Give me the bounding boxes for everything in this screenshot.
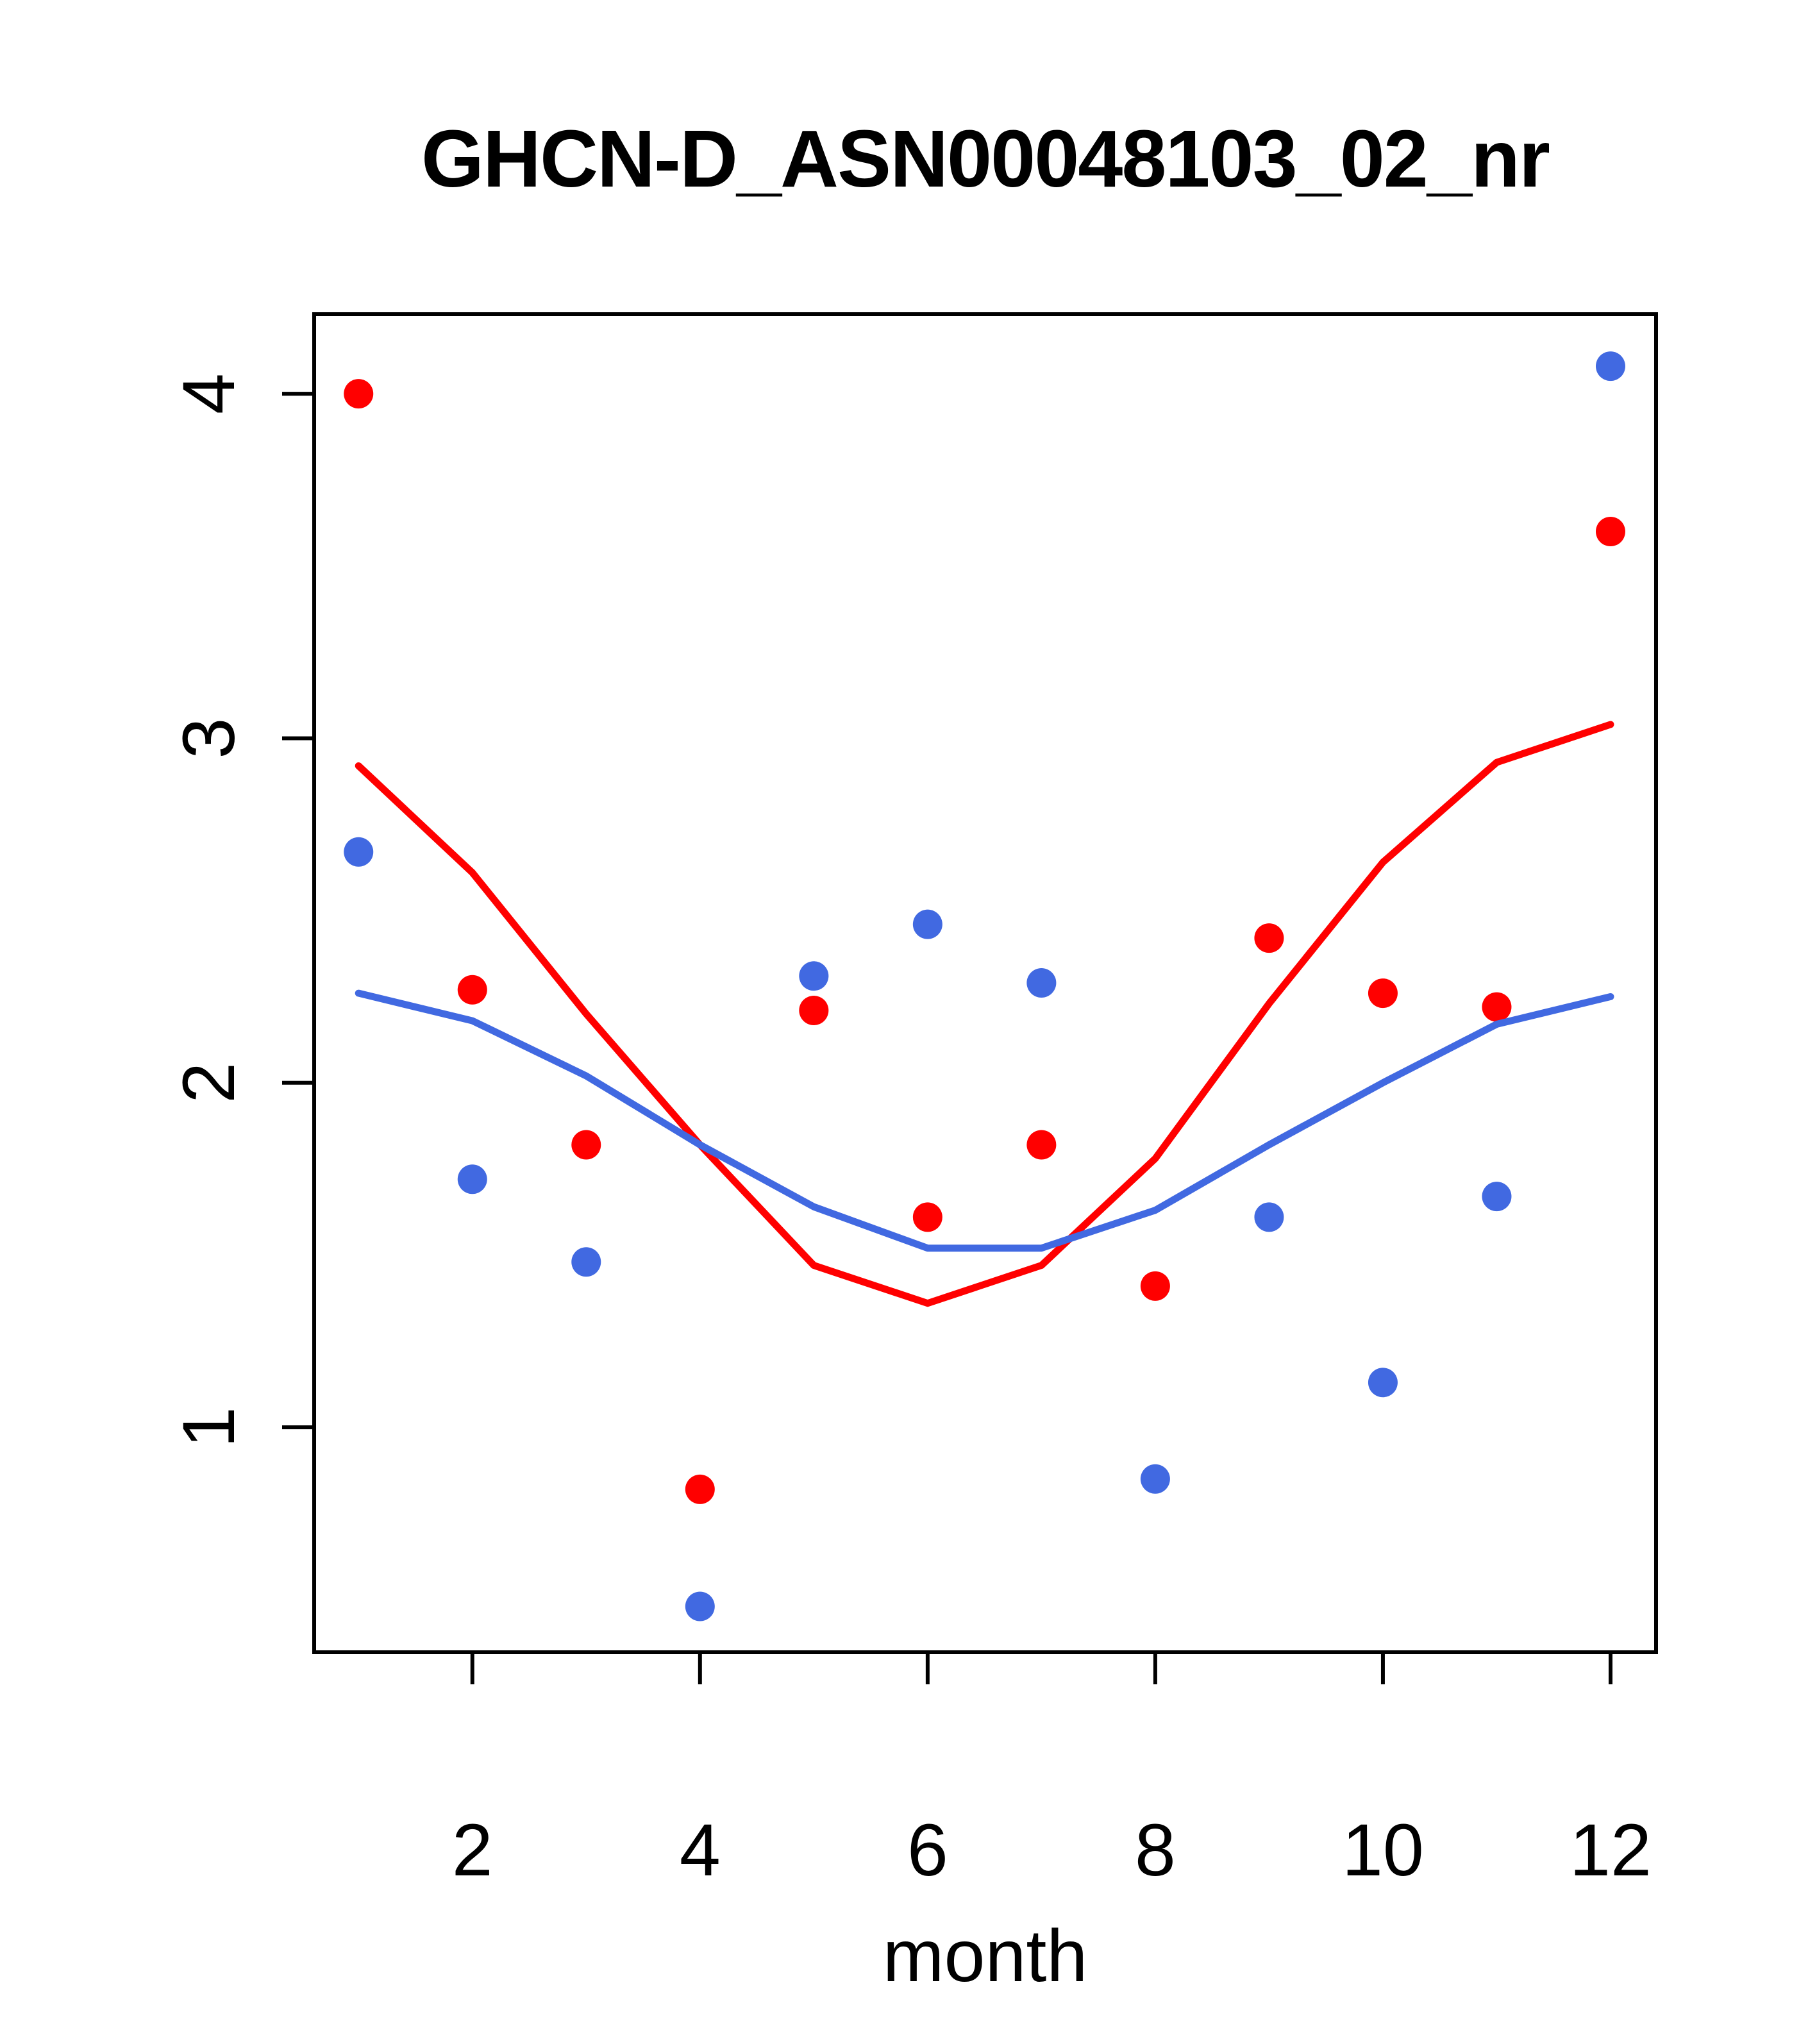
blue-scatter-point [1595,351,1625,381]
red-scatter-point [457,975,487,1005]
red-scatter-point [912,1202,942,1232]
red-scatter-point [571,1130,601,1160]
blue-scatter-point [1368,1368,1398,1398]
y-axis-tick-label: 3 [168,717,250,758]
x-axis-tick-label: 8 [1135,1809,1176,1891]
blue-scatter-point [685,1591,715,1621]
red-scatter-point [799,995,829,1025]
blue-scatter-point [1026,968,1057,998]
x-axis-tick-label: 2 [452,1809,493,1891]
blue-scatter-point [1482,1182,1512,1212]
red-trend-line [355,721,1614,1307]
blue-scatter-point [344,837,374,867]
red-scatter-point [1595,517,1625,547]
x-axis-tick-label: 10 [1342,1809,1424,1891]
red-scatter-point [685,1474,715,1504]
plot-frame [312,312,1658,1654]
blue-scatter-point [799,961,829,991]
red-scatter-point [1254,923,1284,953]
y-axis-tick-label: 2 [168,1062,250,1103]
blue-scatter-point [571,1247,601,1277]
red-scatter-point [1482,992,1512,1022]
x-axis-label: month [882,1915,1088,1997]
red-scatter-point [1368,978,1398,1009]
y-axis-tick-label: 1 [168,1407,250,1448]
blue-trend-line [355,989,1614,1252]
chart-title: GHCN-D_ASN00048103_02_nr [421,113,1550,204]
blue-scatter-point [912,909,942,939]
blue-scatter-point [1254,1202,1284,1232]
y-axis-tick-label: 4 [168,373,250,414]
x-axis-tick-label: 4 [680,1809,721,1891]
red-scatter-point [1026,1130,1057,1160]
x-axis-tick-label: 12 [1570,1809,1652,1891]
blue-scatter-point [1140,1464,1170,1494]
x-axis-tick-label: 6 [907,1809,948,1891]
blue-scatter-point [457,1164,487,1194]
red-scatter-point [1140,1271,1170,1301]
red-scatter-point [344,379,374,409]
